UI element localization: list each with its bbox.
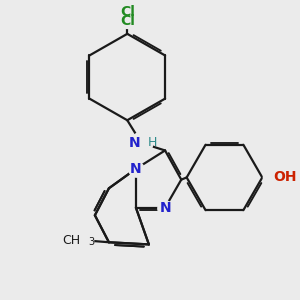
Text: N: N <box>130 162 142 176</box>
Text: OH: OH <box>274 170 297 184</box>
Text: N: N <box>159 201 171 215</box>
Text: Cl: Cl <box>120 5 135 20</box>
Text: N: N <box>128 136 140 150</box>
Text: Cl: Cl <box>120 14 135 28</box>
Text: CH: CH <box>62 234 80 247</box>
Text: 3: 3 <box>88 237 94 247</box>
Text: H: H <box>148 136 157 149</box>
